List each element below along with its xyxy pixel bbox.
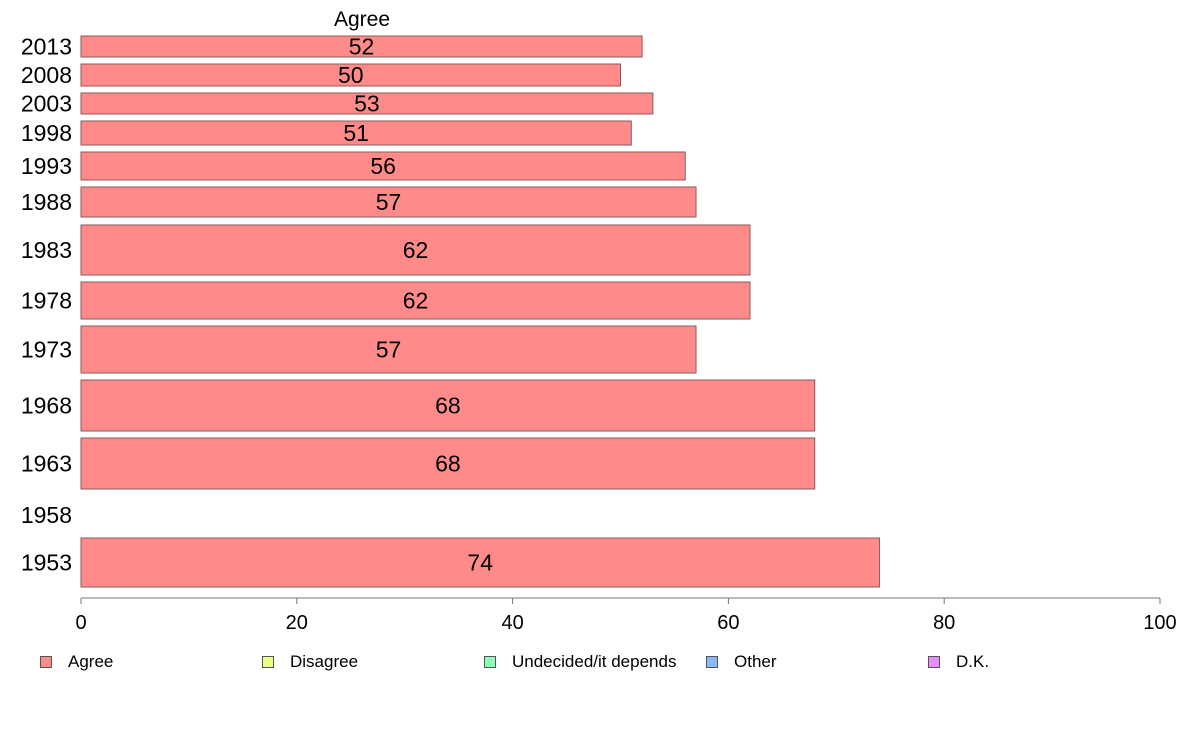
bar bbox=[80, 537, 880, 588]
y-tick-label: 1993 bbox=[21, 153, 72, 179]
legend-swatch bbox=[262, 656, 274, 668]
legend-label: Other bbox=[734, 652, 777, 671]
x-tick-label: 40 bbox=[501, 612, 523, 634]
y-tick-label: 2008 bbox=[21, 62, 72, 88]
x-tick-label: 60 bbox=[717, 612, 739, 634]
legend-swatch bbox=[484, 656, 496, 668]
bar-value-label: 57 bbox=[376, 337, 402, 363]
legend-swatch bbox=[706, 656, 718, 668]
legend-item: Other bbox=[706, 650, 777, 674]
bar-value-label: 74 bbox=[467, 550, 493, 576]
y-tick-label: 1953 bbox=[21, 550, 72, 576]
legend-item: Disagree bbox=[262, 650, 358, 674]
bar bbox=[80, 120, 632, 146]
legend-swatch bbox=[40, 656, 52, 668]
bars-group bbox=[80, 35, 880, 588]
y-tick-label: 1958 bbox=[21, 502, 72, 528]
legend-item: D.K. bbox=[928, 650, 989, 674]
y-tick-label: 1983 bbox=[21, 237, 72, 263]
x-tick-label: 100 bbox=[1143, 612, 1176, 634]
bar bbox=[80, 92, 654, 115]
x-tick-label: 20 bbox=[286, 612, 308, 634]
legend-label: Agree bbox=[68, 652, 114, 671]
bar-value-label: 52 bbox=[349, 34, 375, 60]
bar-value-label: 68 bbox=[435, 451, 461, 477]
bar-value-label: 53 bbox=[354, 91, 380, 117]
bar-value-label: 68 bbox=[435, 393, 461, 419]
y-tick-label: 1963 bbox=[21, 451, 72, 477]
legend-item: Agree bbox=[40, 650, 113, 674]
bar bbox=[80, 325, 697, 374]
bar-value-label: 51 bbox=[343, 120, 369, 146]
legend-swatch bbox=[928, 656, 940, 668]
legend: Agree Disagree Undecided/it depends Other D.… bbox=[0, 650, 1188, 674]
bar-value-label: 56 bbox=[370, 153, 396, 179]
x-axis: 0 20 40 60 80 100 bbox=[75, 597, 1177, 634]
y-tick-label: 1998 bbox=[21, 120, 72, 146]
legend-label: D.K. bbox=[956, 652, 990, 671]
bar bbox=[80, 186, 697, 218]
bar bbox=[80, 281, 751, 320]
y-tick-label: 1968 bbox=[21, 393, 72, 419]
bar bbox=[80, 224, 751, 276]
legend-label: Undecided/it depends bbox=[512, 652, 677, 671]
bar bbox=[80, 35, 643, 58]
bar bbox=[80, 379, 816, 432]
x-tick-label: 80 bbox=[933, 612, 955, 634]
bar-value-label: 50 bbox=[338, 62, 364, 88]
y-tick-label: 1988 bbox=[21, 189, 72, 215]
y-tick-label: 1978 bbox=[21, 288, 72, 314]
bar-value-label: 62 bbox=[403, 288, 429, 314]
legend-item: Undecided/it depends bbox=[484, 650, 676, 674]
bar bbox=[80, 151, 686, 181]
y-tick-label: 1973 bbox=[21, 337, 72, 363]
series-header: Agree bbox=[334, 8, 390, 31]
bar bbox=[80, 63, 621, 87]
y-tick-label: 2003 bbox=[21, 91, 72, 117]
bar-value-label: 62 bbox=[403, 237, 429, 263]
bar bbox=[80, 437, 816, 490]
legend-label: Disagree bbox=[290, 652, 359, 671]
x-tick-label: 0 bbox=[75, 612, 86, 634]
bar-value-label: 57 bbox=[376, 189, 402, 215]
y-tick-label: 2013 bbox=[21, 34, 72, 60]
